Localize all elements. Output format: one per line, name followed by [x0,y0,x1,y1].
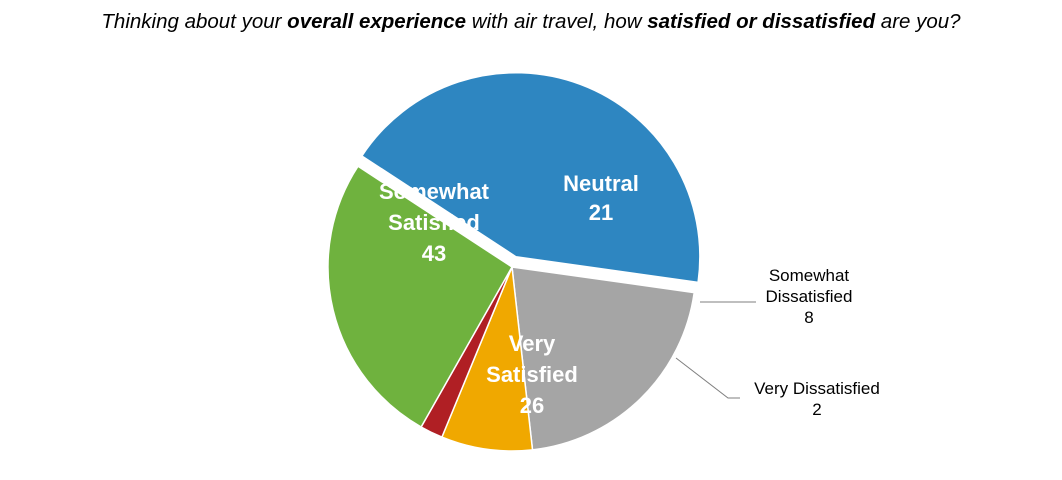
slice-somewhat-dissatisfied [440,266,534,452]
label-neutral-text: Neutral [563,171,639,196]
leader-lines [675,301,756,399]
leader-very-dissatisfied [675,357,740,399]
label-very-satisfied-text: Very [509,331,556,356]
label-very-satisfied-value: 26 [520,393,544,418]
label-very-satisfied-text: Satisfied [486,362,578,387]
label-very-dissatisfied-value: 2 [812,400,821,419]
label-somewhat-satisfied-text: Satisfied [388,210,480,235]
label-somewhat-dissatisfied-text: Dissatisfied [766,287,853,306]
label-somewhat-satisfied-value: 43 [422,241,446,266]
title-part-3: satisfied or dissatisfied [647,10,876,33]
title-part-2: with air travel, how [466,10,648,33]
slice-neutral [511,266,696,451]
slice-very-satisfied [327,165,514,429]
title-part-1: overall experience [287,10,467,33]
pie-slices [327,71,701,452]
slice-labels: Neutral 21 Somewhat Dissatisfied 8 Very Dissa… [379,171,880,419]
label-somewhat-dissatisfied-text: Somewhat [769,266,850,285]
label-somewhat-dissatisfied-value: 8 [804,308,813,327]
label-somewhat-satisfied-text: Somewhat [379,179,490,204]
title-part-0: Thinking about your [101,10,288,33]
title-part-4: are you? [875,10,961,33]
label-very-dissatisfied-text: Very Dissatisfied [754,379,880,398]
label-neutral-value: 21 [589,200,613,225]
slice-somewhat-satisfied [360,71,701,284]
chart-title: Thinking about your overall experience w… [0,8,1062,36]
